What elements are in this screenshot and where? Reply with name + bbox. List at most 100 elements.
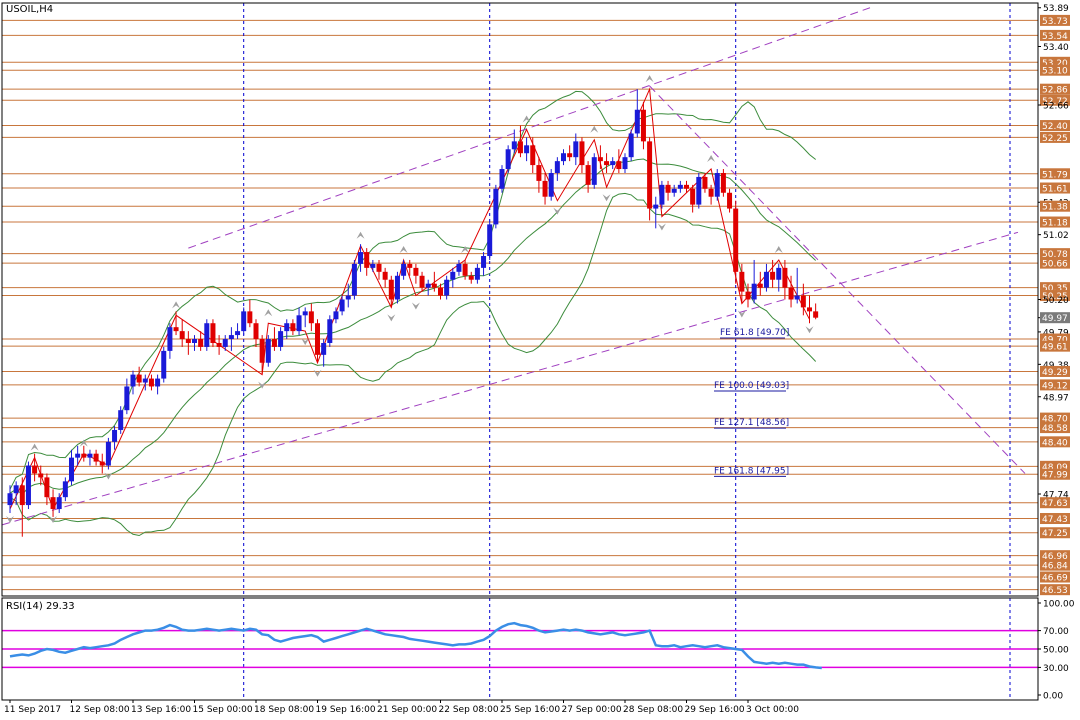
candle-bull (13, 485, 19, 494)
candle-bear (530, 145, 536, 166)
rsi-tick-label: 70.00 (1043, 627, 1069, 637)
candle-bear (462, 263, 468, 276)
price-badge (1040, 460, 1070, 472)
candle-bull (7, 493, 13, 506)
candle-bear (542, 180, 548, 197)
fractal-up-icon (399, 245, 408, 253)
price-tick-label: 52.66 (1043, 101, 1069, 111)
candle-bear (431, 283, 437, 288)
time-tick-label: 11 Sep 2017 (4, 705, 61, 715)
price-badge (1040, 248, 1070, 260)
candle-bull (499, 169, 505, 189)
price-tick-label: 53.89 (1043, 4, 1069, 14)
price-tick-label: 48.58 (1042, 424, 1068, 434)
rsi-label: RSI(14) 29.33 (6, 601, 75, 612)
price-badge (1040, 559, 1070, 571)
time-tick-label: 25 Sep 16:00 (500, 705, 560, 715)
candle-bull (634, 109, 640, 134)
candle-bull (474, 267, 480, 280)
fib-label: FE 161.8 [47.95] (714, 466, 789, 476)
panel-frames (1, 2, 1039, 701)
fractal-down-icon (657, 223, 666, 231)
candle-bear (364, 252, 370, 268)
candle-bull (56, 497, 62, 510)
candle-bull (345, 295, 351, 300)
price-badge (1040, 527, 1070, 539)
candle-bull (333, 311, 339, 320)
candle-bear (757, 283, 763, 288)
candle-bear (739, 271, 745, 292)
price-badge (1040, 333, 1070, 345)
candle-bear (604, 161, 610, 166)
candle-bear (136, 374, 142, 383)
price-tick-label: 49.12 (1042, 381, 1068, 391)
price-tick-label: 48.70 (1042, 415, 1068, 425)
fractal-up-icon (79, 439, 88, 447)
candle-bull (628, 133, 634, 158)
price-tick-label: 46.84 (1042, 562, 1068, 572)
fractal-up-icon (590, 125, 599, 133)
candle-bull (351, 263, 357, 296)
rsi-tick-label: 30.00 (1043, 664, 1069, 674)
candle-bull (235, 331, 241, 336)
candle-bear (308, 311, 314, 324)
price-tick-label: 53.10 (1042, 67, 1068, 77)
candle-bull (554, 161, 560, 173)
candle-bull (394, 275, 400, 300)
candle-bull (763, 271, 769, 288)
price-tick-label: 51.18 (1042, 219, 1068, 229)
candle-bull (284, 323, 290, 332)
rsi-tick-label: 50.00 (1043, 646, 1069, 656)
candle-bear (198, 339, 204, 347)
candle-bear (173, 327, 179, 332)
candle-bear (38, 473, 44, 478)
candle-bear (32, 465, 38, 474)
candle-bear (210, 323, 216, 343)
price-badge (1040, 120, 1070, 132)
fractal-up-icon (774, 245, 783, 253)
candle-bull (75, 453, 81, 458)
fractal-down-icon (49, 516, 58, 524)
price-badge (1040, 497, 1070, 509)
candle-bull (511, 141, 517, 150)
rsi-tick-label: 0.00 (1043, 692, 1063, 702)
time-tick-label: 3 Oct 00:00 (746, 705, 799, 715)
rsi-tick-label: 100.00 (1043, 600, 1075, 610)
candle-bear (807, 307, 812, 312)
candle-bear (315, 323, 320, 355)
price-tick-label: 52.86 (1042, 86, 1068, 96)
candle-bear (290, 323, 296, 332)
candle-bear (468, 275, 474, 280)
fractal-up-icon (264, 309, 273, 317)
fractal-down-icon (313, 369, 322, 377)
trend-line-down (649, 85, 1026, 474)
price-badge (1040, 422, 1070, 434)
price-tick-label: 48.40 (1042, 438, 1068, 448)
time-axis: 11 Sep 2017 12 Sep 08:00 13 Sep 16:00 15 Se… (4, 700, 799, 715)
candle-bull (105, 441, 111, 466)
current-price-badge (1040, 312, 1070, 324)
candle-bull (524, 145, 530, 154)
candle-bull (794, 295, 800, 300)
candle-bull (142, 378, 148, 383)
candle-bear (782, 267, 788, 288)
price-badge (1040, 436, 1070, 448)
price-panel-frame (1, 2, 1039, 597)
fib-label: FE 127.1 [48.56] (714, 418, 789, 428)
candle-bull (425, 283, 431, 288)
price-badge (1040, 83, 1070, 95)
candle-bull (622, 157, 628, 170)
candle-bear (690, 188, 696, 205)
price-tick-label: 53.20 (1042, 59, 1068, 69)
price-badge (1040, 571, 1070, 583)
price-badge (1040, 282, 1070, 294)
candle-bull (278, 331, 284, 347)
candle-bull (776, 267, 782, 280)
price-badge (1040, 14, 1070, 26)
price-badge (1040, 56, 1070, 68)
candle-bull (69, 457, 74, 482)
price-tick-label: 50.66 (1042, 260, 1068, 270)
fractal-up-icon (461, 245, 470, 253)
price-badge (1040, 379, 1070, 391)
price-badge (1040, 94, 1070, 106)
